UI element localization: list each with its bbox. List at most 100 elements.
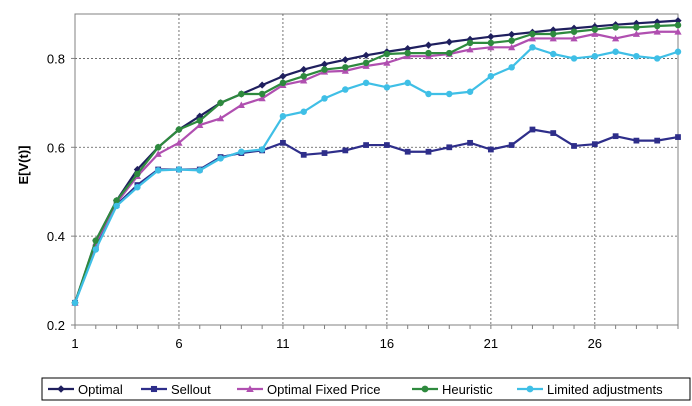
data-point — [383, 50, 391, 58]
data-point — [570, 55, 578, 62]
data-point — [321, 150, 328, 156]
data-point — [92, 237, 100, 244]
data-point — [342, 86, 349, 93]
legend-marker — [57, 385, 65, 393]
data-point — [591, 26, 599, 33]
data-point — [446, 49, 453, 57]
data-point — [154, 144, 162, 151]
legend-entry: Optimal — [48, 382, 123, 397]
data-point — [446, 90, 453, 98]
data-point — [404, 49, 411, 57]
data-point — [674, 17, 682, 25]
data-point — [612, 34, 620, 42]
data-point — [550, 50, 557, 58]
data-point — [424, 41, 433, 49]
y-axis-label: E[V(t)] — [16, 146, 31, 185]
data-point — [675, 134, 681, 140]
legend-label: Optimal Fixed Price — [267, 382, 380, 397]
x-tick-label: 16 — [380, 336, 394, 351]
data-point — [653, 28, 661, 35]
data-point — [321, 66, 328, 73]
legend-marker — [421, 385, 429, 393]
data-point — [134, 184, 141, 191]
x-tick-label: 21 — [484, 336, 498, 351]
legend: Optimal Sellout Optimal Fixed Price Heurist… — [41, 377, 691, 401]
data-point — [570, 34, 578, 42]
data-point — [674, 28, 682, 35]
legend-marker — [526, 385, 534, 393]
data-point — [238, 148, 245, 155]
series-heuristic — [71, 21, 682, 307]
data-point — [591, 52, 599, 60]
data-point — [487, 72, 495, 80]
data-point — [653, 55, 661, 62]
data-point — [528, 34, 537, 42]
data-point — [529, 44, 536, 51]
data-point — [71, 299, 79, 307]
series-line — [73, 24, 679, 304]
y-tick-label: 0.4 — [47, 229, 65, 244]
series-lines — [71, 17, 682, 307]
data-point — [280, 139, 286, 146]
series-line — [73, 30, 678, 304]
data-point — [300, 108, 307, 115]
legend-entry: Limited adjustments — [517, 382, 663, 397]
data-point — [383, 84, 391, 91]
series-line — [73, 46, 679, 304]
data-point — [674, 48, 682, 56]
data-point — [591, 30, 599, 37]
data-point — [612, 48, 619, 56]
data-point — [217, 155, 224, 162]
data-point — [341, 56, 349, 64]
x-tick-label: 6 — [175, 336, 182, 351]
data-point — [466, 45, 474, 53]
data-point — [216, 114, 225, 122]
data-point — [404, 79, 411, 87]
data-point — [134, 170, 141, 178]
data-point — [258, 81, 266, 89]
legend-label: Limited adjustments — [547, 382, 663, 397]
data-point — [550, 130, 557, 136]
data-point — [425, 49, 432, 57]
data-point — [362, 51, 370, 59]
legend-entry: Heuristic — [412, 382, 493, 397]
data-point — [320, 60, 329, 68]
data-point — [508, 30, 516, 39]
data-point — [653, 22, 661, 30]
data-point — [633, 52, 640, 60]
data-point — [196, 121, 204, 128]
data-point — [196, 112, 204, 120]
data-point — [362, 79, 370, 87]
data-point — [300, 72, 307, 80]
data-point — [300, 77, 308, 84]
legend-marker — [150, 385, 158, 393]
data-point — [237, 101, 245, 108]
data-point — [279, 72, 287, 80]
data-point — [654, 137, 661, 144]
data-point — [154, 150, 162, 157]
x-tick-label: 26 — [588, 336, 602, 351]
axes — [71, 14, 679, 329]
data-point — [217, 99, 224, 107]
data-point — [258, 146, 266, 153]
data-point — [279, 79, 287, 87]
data-point — [196, 167, 203, 174]
data-point — [508, 37, 515, 44]
data-point — [342, 64, 349, 71]
data-point — [529, 126, 536, 133]
data-point — [113, 202, 120, 210]
data-point — [508, 64, 515, 71]
data-point — [300, 65, 308, 74]
legend-label: Heuristic — [442, 382, 493, 397]
data-point — [529, 30, 536, 38]
y-tick-label: 0.6 — [47, 140, 65, 155]
data-point — [467, 139, 473, 146]
data-point — [425, 90, 432, 98]
data-point — [404, 148, 411, 155]
data-point — [383, 59, 391, 66]
data-point — [362, 59, 370, 67]
data-point — [633, 137, 640, 144]
x-tick-label: 1 — [71, 336, 78, 351]
data-point — [632, 30, 641, 37]
legend-label: Optimal — [78, 382, 123, 397]
